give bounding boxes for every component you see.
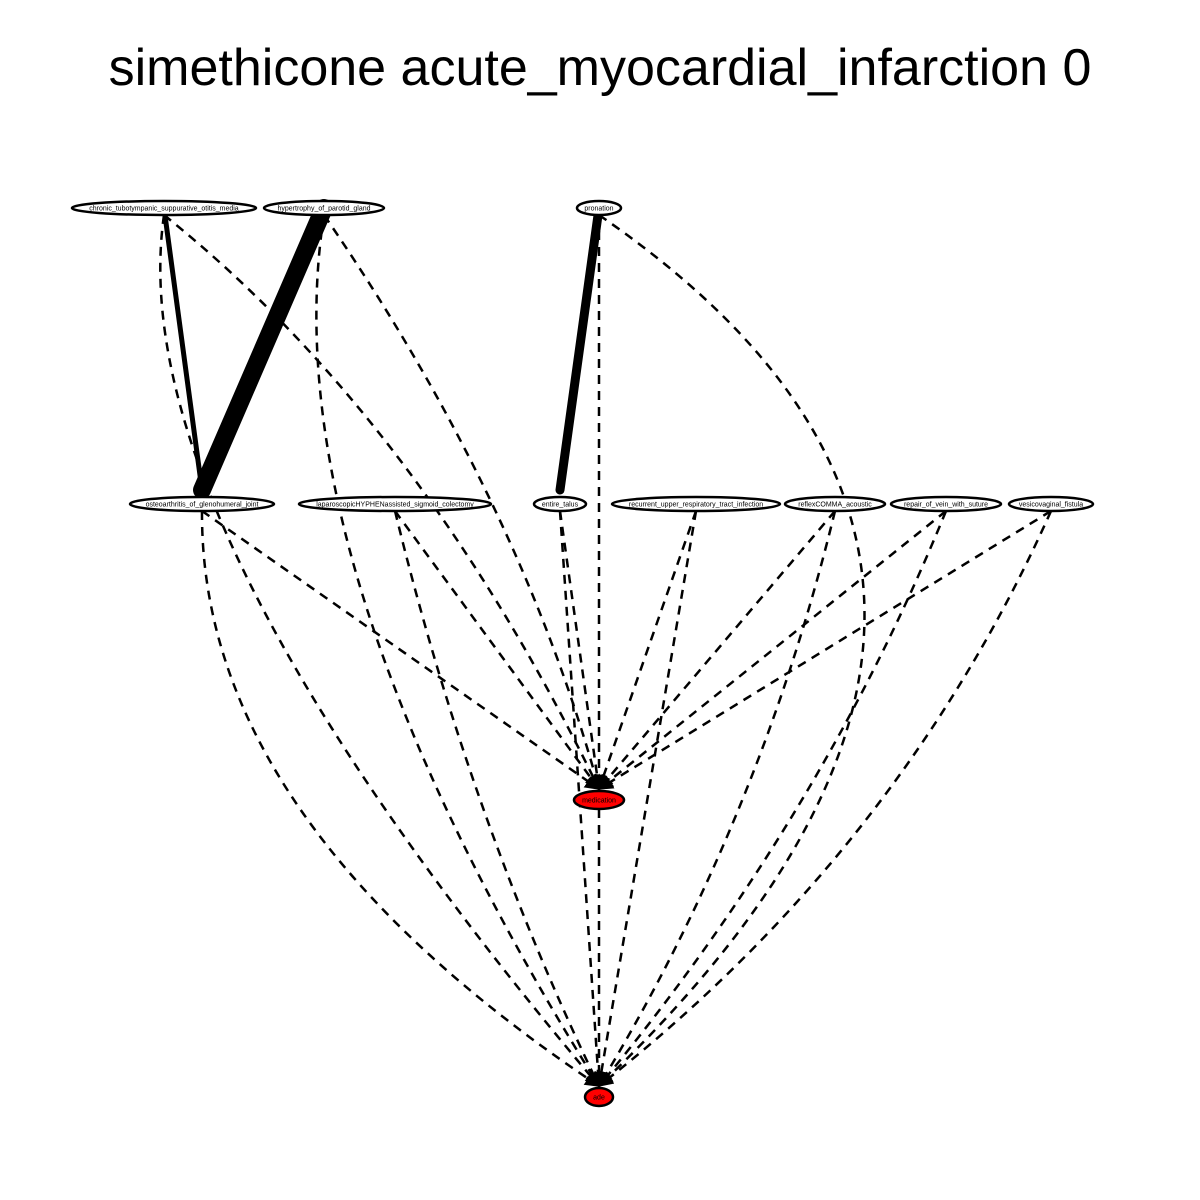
node-shape-n8 xyxy=(783,495,887,513)
node-shape-n7 xyxy=(610,495,782,513)
edge-n10-ade xyxy=(597,510,1053,1087)
node-label-n1: chronic_tubotympanic_suppurative_otitis_… xyxy=(89,205,239,212)
edge-n1-n4 xyxy=(161,205,205,493)
node-shape-n3 xyxy=(575,199,623,217)
edge-layer xyxy=(159,199,1053,1088)
node-shape-n2 xyxy=(262,199,386,217)
node-shape-med xyxy=(572,789,626,811)
edge-n7-med xyxy=(596,510,698,791)
edge-n5-ade xyxy=(393,510,601,1088)
node-layer: chronic_tubotympanic_suppurative_otitis_… xyxy=(70,199,1095,1108)
node-shape-n4 xyxy=(128,495,276,513)
node-n3: pronation xyxy=(575,199,623,217)
edge-n9-ade xyxy=(598,510,948,1088)
node-n10: vesicovaginal_fistula xyxy=(1007,495,1095,513)
node-label-n5: laparoscopicHYPHENassisted_sigmoid_colec… xyxy=(316,501,474,508)
node-n6: entire_talus xyxy=(532,495,588,513)
edge-n8-ade xyxy=(597,510,837,1088)
edge-n2-ade xyxy=(315,214,601,1088)
node-label-n2: hypertrophy_of_parotid_gland xyxy=(277,205,370,212)
node-label-n10: vesicovaginal_fistula xyxy=(1019,501,1083,508)
node-shape-n1 xyxy=(70,199,258,217)
node-shape-ade xyxy=(583,1086,615,1108)
node-shape-n6 xyxy=(532,495,588,513)
node-n1: chronic_tubotympanic_suppurative_otitis_… xyxy=(70,199,258,217)
node-label-n4: osteoarthritis_of_glenohumeral_joint xyxy=(146,501,259,508)
edge-n10-med xyxy=(597,509,1052,791)
node-label-n6: entire_talus xyxy=(542,501,579,508)
edge-n9-med xyxy=(597,510,947,790)
edge-n4-med xyxy=(201,509,601,791)
edge-n7-ade xyxy=(593,510,698,1088)
node-med: medication xyxy=(572,789,626,811)
node-n2: hypertrophy_of_parotid_gland xyxy=(262,199,386,217)
node-label-med: medication xyxy=(582,797,616,804)
page-title: simethicone acute_myocardial_infarction … xyxy=(108,39,1092,97)
node-label-n3: pronation xyxy=(584,205,613,212)
edge-n1-ade xyxy=(159,214,600,1088)
node-shape-n9 xyxy=(889,495,1003,513)
edge-n2-med xyxy=(322,214,603,791)
node-n7: recurrent_upper_respiratory_tract_infect… xyxy=(610,495,782,513)
node-label-ade: ade xyxy=(593,1094,605,1101)
edge-n3-n6 xyxy=(555,203,604,495)
edge-n3-ade xyxy=(597,213,866,1088)
node-n4: osteoarthritis_of_glenohumeral_joint xyxy=(128,495,276,513)
node-label-n9: repair_of_vein_with_suture xyxy=(904,501,988,508)
edge-n1-med xyxy=(163,214,601,791)
node-n8: reflexCOMMA_acoustic xyxy=(783,495,887,513)
edge-n2-n4 xyxy=(193,199,333,499)
node-label-n7: recurrent_upper_respiratory_tract_infect… xyxy=(629,501,763,508)
node-shape-n5 xyxy=(297,495,493,513)
edge-n5-med xyxy=(393,510,601,791)
node-n5: laparoscopicHYPHENassisted_sigmoid_colec… xyxy=(297,495,493,513)
node-ade: ade xyxy=(583,1086,615,1108)
node-shape-n10 xyxy=(1007,495,1095,513)
edge-n8-med xyxy=(598,510,836,791)
node-n9: repair_of_vein_with_suture xyxy=(889,495,1003,513)
edge-n4-ade xyxy=(200,510,601,1088)
node-label-n8: reflexCOMMA_acoustic xyxy=(798,501,872,508)
